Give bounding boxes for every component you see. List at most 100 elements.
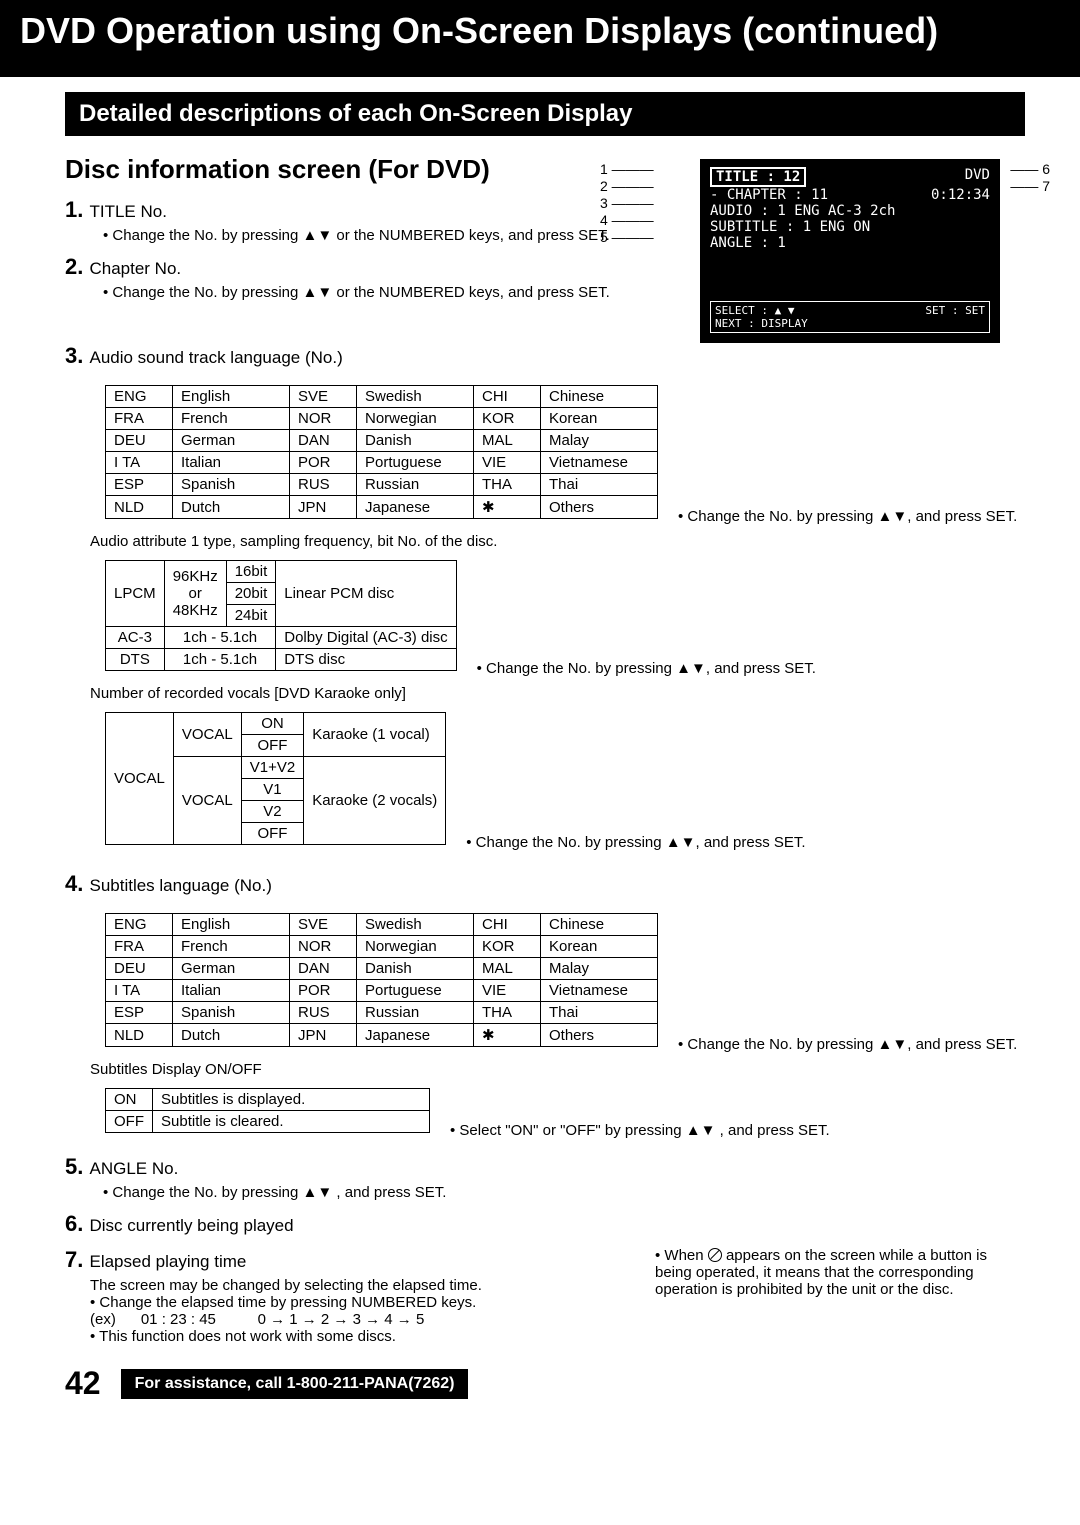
osd-time: 0:12:34 <box>931 187 990 203</box>
item-1-desc: Change the No. by pressing ▲▼ or the NUM… <box>103 227 635 244</box>
item-4-title: Subtitles language (No.) <box>89 876 271 895</box>
table-cell: POR <box>290 980 357 1002</box>
osd-footer-set: SET : SET <box>925 304 985 317</box>
table-cell: Russian <box>357 474 474 496</box>
audio-attribute-table: LPCM 96KHz or 48KHz 16bit Linear PCM dis… <box>105 560 457 671</box>
subtitle-language-table: ENGEnglishSVESwedishCHIChineseFRAFrenchN… <box>105 913 658 1047</box>
table-cell: Spanish <box>173 474 290 496</box>
table-cell: SVE <box>290 386 357 408</box>
item-2-desc: Change the No. by pressing ▲▼ or the NUM… <box>103 284 635 301</box>
table-cell: Thai <box>541 474 658 496</box>
lpcm-desc-cell: Linear PCM disc <box>276 561 456 627</box>
table-cell: Danish <box>357 958 474 980</box>
table-cell: CHI <box>474 386 541 408</box>
ac3-desc-cell: Dolby Digital (AC-3) disc <box>276 627 456 649</box>
table-cell: ✱ <box>474 496 541 519</box>
table-cell: Vietnamese <box>541 452 658 474</box>
item-7-bullet1: • Change the elapsed time by pressing NU… <box>90 1294 635 1311</box>
callout-6: —— 6 <box>1010 161 1050 178</box>
table-cell: I TA <box>106 452 173 474</box>
subdisp-off-desc: Subtitle is cleared. <box>153 1111 430 1133</box>
table-row: NLDDutchJPNJapanese✱Others <box>106 1024 658 1047</box>
subdisp-note: Select "ON" or "OFF" by pressing ▲▼ , an… <box>450 1122 830 1139</box>
table-cell: Korean <box>541 936 658 958</box>
osd-title: TITLE : 12 <box>710 167 806 187</box>
page-title: DVD Operation using On-Screen Displays (… <box>0 0 1080 77</box>
subdisp-on: ON <box>106 1089 153 1111</box>
table-cell: FRA <box>106 936 173 958</box>
subtitle-display-table: ON Subtitles is displayed. OFF Subtitle … <box>105 1088 430 1133</box>
audio-language-table: ENGEnglishSVESwedishCHIChineseFRAFrenchN… <box>105 385 658 519</box>
item-audio-language: Audio sound track language (No.) <box>65 343 1025 369</box>
table-cell: English <box>173 914 290 936</box>
table-cell: ✱ <box>474 1024 541 1047</box>
table-row: ESPSpanishRUSRussianTHAThai <box>106 474 658 496</box>
table-cell: Russian <box>357 1002 474 1024</box>
item-7-title: Elapsed playing time <box>89 1252 246 1271</box>
prohibit-icon <box>708 1248 722 1262</box>
callout-2: 2 ——— <box>600 178 654 195</box>
table-row: I TAItalianPORPortugueseVIEVietnamese <box>106 452 658 474</box>
item-subtitle-language: Subtitles language (No.) <box>65 871 1025 897</box>
table-cell: CHI <box>474 914 541 936</box>
table-cell: Others <box>541 496 658 519</box>
osd-subtitle: SUBTITLE : 1 ENG ON <box>710 219 990 235</box>
table-cell: NLD <box>106 496 173 519</box>
osd-dvd: DVD <box>965 167 990 187</box>
item-7-ex: (ex) 01 : 23 : 45 0 → 1 → 2 → 3 → 4 → 5 <box>90 1311 635 1328</box>
vocal-table: VOCAL VOCAL ON Karaoke (1 vocal) OFF VOC… <box>105 712 446 845</box>
callout-1: 1 ——— <box>600 161 654 178</box>
table-cell: Others <box>541 1024 658 1047</box>
table-cell: KOR <box>474 408 541 430</box>
table-cell: DAN <box>290 430 357 452</box>
dts-desc-cell: DTS disc <box>276 649 456 671</box>
table-cell: NOR <box>290 936 357 958</box>
item-chapter-no: Chapter No. Change the No. by pressing ▲… <box>65 254 635 301</box>
section-heading: Detailed descriptions of each On-Screen … <box>65 92 1025 136</box>
subdisp-on-desc: Subtitles is displayed. <box>153 1089 430 1111</box>
table-cell: ESP <box>106 1002 173 1024</box>
table-cell: French <box>173 408 290 430</box>
table-cell: Chinese <box>541 914 658 936</box>
table-row: FRAFrenchNORNorwegianKORKorean <box>106 936 658 958</box>
osd-footer: SELECT : ▲ ▼ SET : SET NEXT : DISPLAY <box>710 301 990 333</box>
bit20-cell: 20bit <box>226 583 276 605</box>
table-cell: Danish <box>357 430 474 452</box>
table-cell: JPN <box>290 496 357 519</box>
dts-ch-cell: 1ch - 5.1ch <box>164 649 276 671</box>
table-row: ENGEnglishSVESwedishCHIChinese <box>106 386 658 408</box>
table-row: I TAItalianPORPortugueseVIEVietnamese <box>106 980 658 1002</box>
callout-3: 3 ——— <box>600 195 654 212</box>
item-1-title: TITLE No. <box>89 202 166 221</box>
table-cell: SVE <box>290 914 357 936</box>
table-cell: DEU <box>106 958 173 980</box>
ac3-cell: AC-3 <box>106 627 165 649</box>
item-5-desc: Change the No. by pressing ▲▼ , and pres… <box>103 1184 1025 1201</box>
page-number: 42 <box>65 1365 101 1402</box>
table-cell: German <box>173 958 290 980</box>
v2-cell: V2 <box>241 801 303 823</box>
table-row: DEUGermanDANDanishMALMalay <box>106 958 658 980</box>
vocal-1-label: VOCAL <box>173 713 241 757</box>
karaoke-2: Karaoke (2 vocals) <box>304 757 446 845</box>
table-row: DEUGermanDANDanishMALMalay <box>106 430 658 452</box>
table-cell: VIE <box>474 452 541 474</box>
callouts-left: 1 ——— 2 ——— 3 ——— 4 ——— 5 ——— <box>600 161 654 246</box>
vocal-on: ON <box>241 713 303 735</box>
table-cell: Chinese <box>541 386 658 408</box>
dts-cell: DTS <box>106 649 165 671</box>
audio-lang-note: Change the No. by pressing ▲▼, and press… <box>678 508 1017 525</box>
callout-4: 4 ——— <box>600 212 654 229</box>
item-title-no: TITLE No. Change the No. by pressing ▲▼ … <box>65 197 635 244</box>
table-cell: DEU <box>106 430 173 452</box>
table-cell: Norwegian <box>357 408 474 430</box>
vocal-note: Change the No. by pressing ▲▼, and press… <box>466 834 805 851</box>
table-cell: Norwegian <box>357 936 474 958</box>
vocal-off-1: OFF <box>241 735 303 757</box>
table-cell: Thai <box>541 1002 658 1024</box>
callouts-right: —— 6 —— 7 <box>1010 161 1050 195</box>
table-row: ESPSpanishRUSRussianTHAThai <box>106 1002 658 1024</box>
table-cell: JPN <box>290 1024 357 1047</box>
osd-footer-select: SELECT : ▲ ▼ <box>715 304 794 317</box>
table-cell: Swedish <box>357 386 474 408</box>
